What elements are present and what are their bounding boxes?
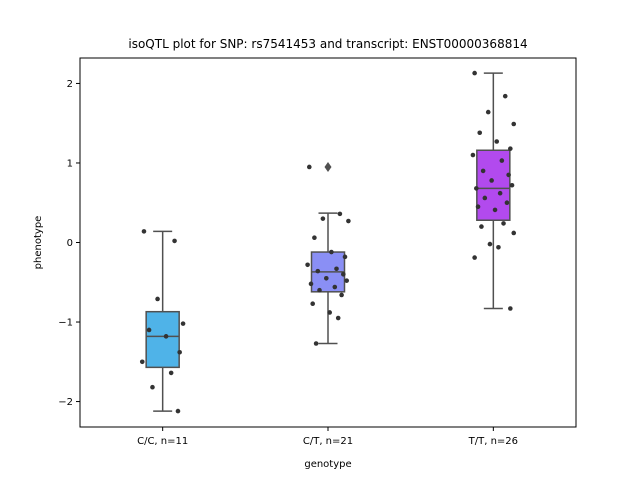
data-point <box>155 296 160 302</box>
y-axis-label: phenotype <box>33 216 44 270</box>
data-point <box>332 284 338 290</box>
data-point <box>470 152 476 158</box>
data-point <box>506 172 511 178</box>
data-point <box>312 235 317 241</box>
data-point <box>337 211 343 217</box>
data-point <box>177 349 182 355</box>
data-point <box>335 315 341 321</box>
data-point <box>509 182 515 188</box>
y-tick-label: −1 <box>58 318 73 329</box>
data-point <box>508 146 513 151</box>
data-point <box>168 370 174 376</box>
data-point <box>344 278 350 283</box>
data-point <box>487 241 493 247</box>
data-point <box>494 139 500 144</box>
data-point <box>504 200 510 206</box>
x-tick-label: C/C, n=11 <box>137 436 188 447</box>
data-point <box>141 229 147 234</box>
data-point <box>180 321 186 326</box>
outlier-marker <box>324 161 332 172</box>
x-axis: C/C, n=11 C/T, n=21 T/T, n=26 <box>137 427 518 447</box>
data-point <box>172 238 177 244</box>
y-tick-label: −2 <box>58 397 73 408</box>
data-point <box>329 249 334 255</box>
data-point <box>327 310 333 315</box>
data-point <box>489 178 494 183</box>
data-point <box>496 244 501 250</box>
x-axis-label: genotype <box>304 459 351 470</box>
data-point <box>499 158 505 163</box>
data-point <box>472 70 477 76</box>
data-point <box>502 93 508 99</box>
data-point <box>334 266 339 272</box>
x-tick-label: C/T, n=21 <box>303 436 353 447</box>
data-point <box>175 408 181 414</box>
data-point <box>305 262 310 268</box>
plot-area <box>139 70 517 414</box>
data-point <box>511 230 517 236</box>
data-point <box>146 327 152 333</box>
data-point <box>480 168 486 174</box>
y-tick-label: 0 <box>67 238 73 249</box>
data-point <box>324 275 329 281</box>
data-point <box>317 287 322 293</box>
data-point <box>474 186 479 191</box>
y-tick-label: 1 <box>67 158 73 169</box>
data-point <box>320 216 326 221</box>
data-point <box>482 195 488 201</box>
data-point <box>497 190 503 196</box>
data-point <box>472 255 477 260</box>
data-point <box>511 121 517 127</box>
data-point <box>307 164 312 170</box>
data-point <box>477 130 483 136</box>
x-tick-label: T/T, n=26 <box>468 436 518 447</box>
data-point <box>313 341 319 346</box>
y-axis: −2 −1 0 1 2 <box>58 79 80 408</box>
data-point <box>150 384 155 390</box>
data-point <box>315 268 321 274</box>
data-point <box>492 207 498 213</box>
data-point <box>485 109 491 115</box>
data-point <box>342 254 348 260</box>
data-point <box>341 272 346 277</box>
data-point <box>310 301 316 307</box>
data-point <box>163 334 169 339</box>
data-point <box>508 306 513 311</box>
data-point <box>479 224 484 229</box>
y-tick-label: 2 <box>67 79 73 90</box>
chart-title: isoQTL plot for SNP: rs7541453 and trans… <box>128 37 527 51</box>
data-point <box>346 218 351 224</box>
data-point <box>339 292 344 298</box>
data-point <box>308 281 314 287</box>
data-point <box>475 204 481 210</box>
box <box>145 310 180 369</box>
data-point <box>139 359 145 365</box>
data-point <box>501 221 506 226</box>
